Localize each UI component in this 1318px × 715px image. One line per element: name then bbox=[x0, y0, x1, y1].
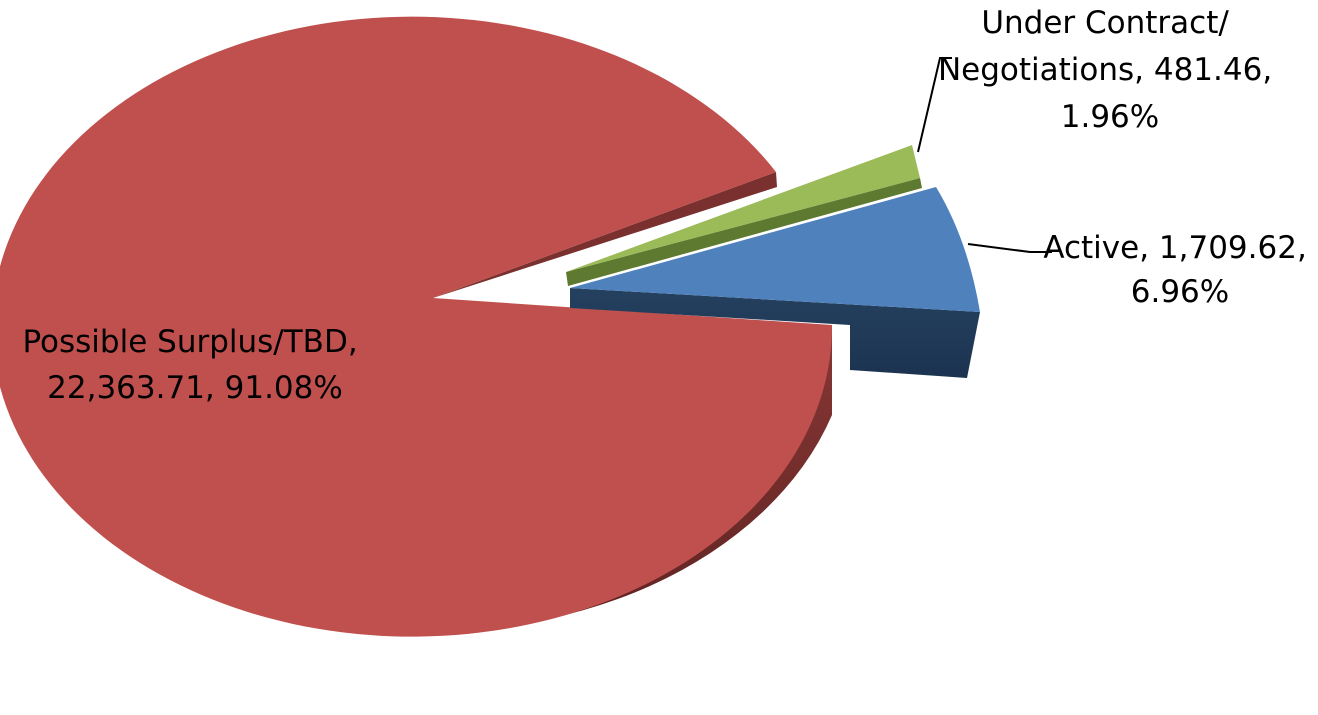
leader-line-active bbox=[967, 243, 1052, 253]
label-active: Active, 1,709.62, 6.96% bbox=[1043, 230, 1316, 310]
leader-line-under-contract bbox=[917, 57, 952, 153]
label-possible-surplus: Possible Surplus/TBD, 22,363.71, 91.08% bbox=[22, 324, 367, 406]
slice-under-contract-side bbox=[566, 178, 922, 286]
slice-possible-surplus-inner-wall bbox=[433, 172, 777, 298]
slice-active bbox=[570, 187, 980, 312]
slice-under-contract bbox=[566, 145, 920, 272]
label-under-contract: Under Contract/ Negotiations, 481.46, 1.… bbox=[938, 5, 1282, 135]
slice-possible-surplus bbox=[0, 16, 833, 637]
slice-active-side bbox=[570, 288, 980, 378]
